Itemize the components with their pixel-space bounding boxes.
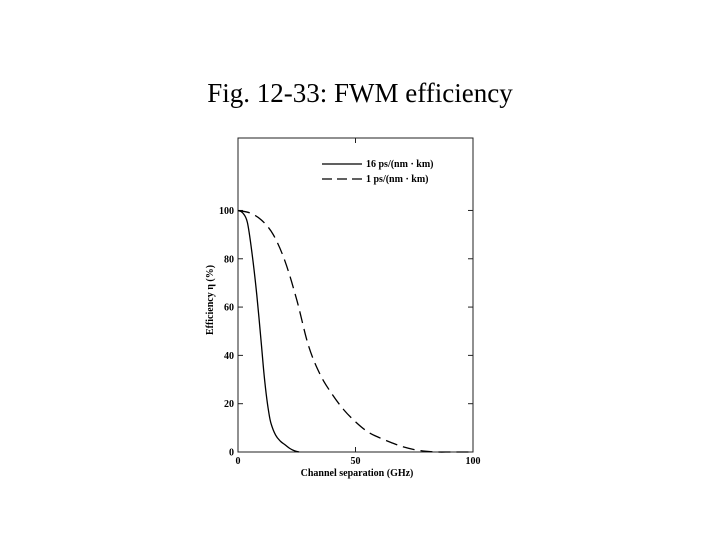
slide-title: Fig. 12-33: FWM efficiency [207, 78, 513, 108]
y-tick-label: 60 [224, 303, 234, 314]
series-line-1ps [237, 209, 473, 453]
legend: 16 ps/(nm · km) 1 ps/(nm · km) [322, 159, 434, 185]
x-tick-label: 50 [351, 456, 361, 467]
y-tick-label: 0 [229, 448, 234, 459]
series-layer [237, 209, 473, 453]
x-tick-label: 0 [236, 456, 241, 467]
x-axis-ticks: 0 50 100 [236, 138, 481, 467]
plot-frame [237, 137, 474, 453]
series-line-16ps [237, 209, 300, 453]
y-tick-label: 20 [224, 399, 234, 410]
x-axis-label: Channel separation (GHz) [301, 468, 414, 479]
y-axis-ticks: 0 20 40 60 80 100 [219, 206, 473, 459]
y-axis-label: Efficiency η (%) [205, 265, 216, 335]
y-tick-label: 40 [224, 351, 234, 362]
x-tick-label: 100 [466, 456, 481, 467]
legend-label-1ps: 1 ps/(nm · km) [366, 174, 429, 185]
y-tick-label: 100 [219, 206, 234, 217]
legend-label-16ps: 16 ps/(nm · km) [366, 159, 434, 170]
y-tick-label: 80 [224, 254, 234, 265]
